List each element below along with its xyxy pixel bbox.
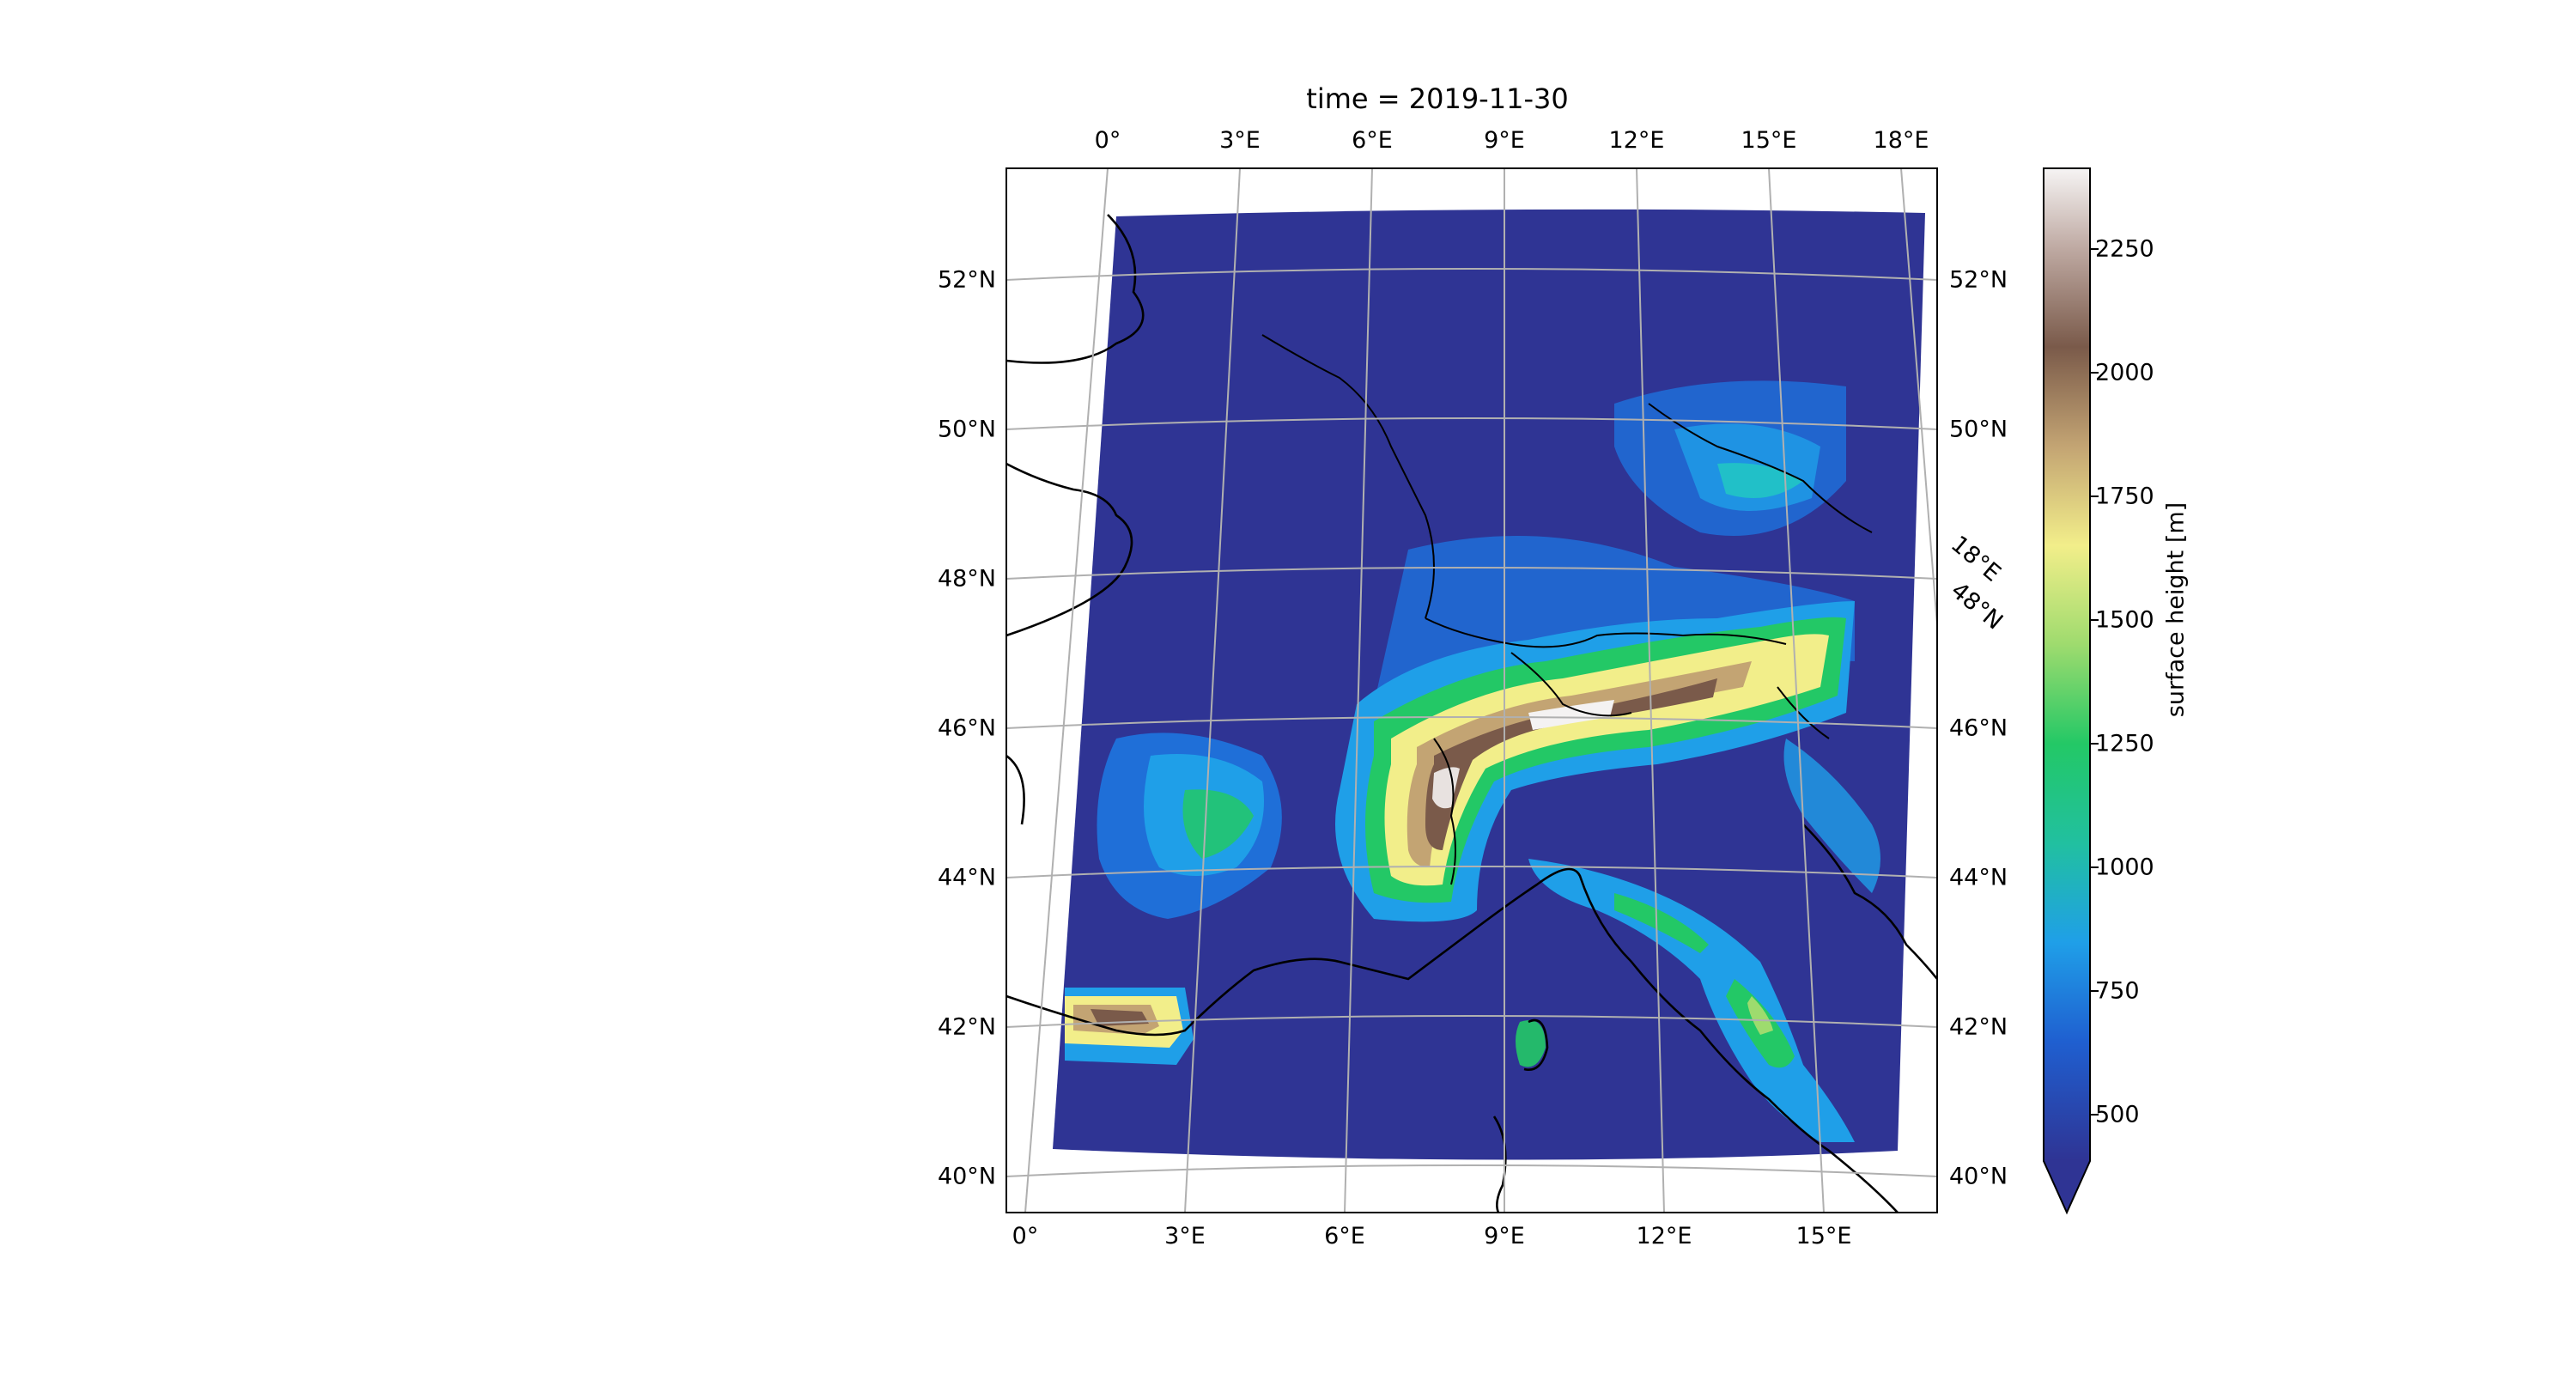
lat-tick-right: 42°N	[1949, 1013, 2008, 1041]
colorbar-tick-label: 2250	[2095, 235, 2154, 263]
lat-tick-left: 42°N	[937, 1013, 996, 1041]
lon-tick-bottom: 9°E	[1484, 1223, 1525, 1249]
lat-tick-left: 50°N	[937, 416, 996, 443]
lon-tick-top: 6°E	[1352, 127, 1393, 154]
alps	[1335, 601, 1855, 922]
plot-title: time = 2019-11-30	[1306, 82, 1569, 115]
colorbar-tick-label: 1750	[2095, 483, 2154, 510]
coastlines	[1006, 214, 1937, 1213]
colorbar-label: surface height [m]	[2162, 502, 2190, 718]
lon-tick-bottom: 6°E	[1324, 1223, 1365, 1249]
lat-tick-right: 52°N	[1949, 266, 2008, 294]
lon-tick-top: 12°E	[1608, 127, 1665, 154]
lat-tick-right: 50°N	[1949, 416, 2008, 443]
prealps-zone	[1374, 536, 1855, 704]
axes-frame	[1005, 167, 1938, 1213]
apennines	[1528, 859, 1855, 1142]
lon-tick-top: 18°E	[1873, 127, 1929, 154]
lat-tick-right: 44°N	[1949, 864, 2008, 891]
lat-tick-left: 52°N	[937, 266, 996, 294]
colorbar	[2044, 168, 2090, 1161]
colorbar-tick-label: 500	[2095, 1101, 2140, 1128]
colorbar-tick-label: 1250	[2095, 730, 2154, 757]
lat-tick-right: 40°N	[1949, 1163, 2008, 1190]
country-borders	[1261, 334, 1873, 885]
lat-tick-left: 44°N	[937, 864, 996, 891]
lat-tick-right: 46°N	[1949, 714, 2008, 742]
colorbar-tick-label: 1500	[2095, 606, 2154, 634]
lon-tick-top: 15°E	[1741, 127, 1797, 154]
graticule	[1006, 168, 1937, 1213]
lon-tick-bottom: 3°E	[1164, 1223, 1206, 1249]
colorbar-frame	[2043, 167, 2091, 1215]
dinaric-zone	[1783, 739, 1880, 893]
lon-tick-bottom: 12°E	[1636, 1223, 1692, 1249]
pyrenees	[1065, 988, 1194, 1065]
colorbar-extend-min	[2044, 1161, 2090, 1213]
lon-tick-top: 0°	[1094, 127, 1121, 154]
corsica	[1516, 1020, 1546, 1067]
colorbar-tick-label: 750	[2095, 977, 2140, 1005]
lon-tick-top: 9°E	[1484, 127, 1525, 154]
lat-tick-left: 48°N	[937, 565, 996, 593]
colorbar-tickmarks	[2090, 248, 2099, 1116]
colorbar-tick-label: 2000	[2095, 359, 2154, 386]
lat-tick-left: 40°N	[937, 1163, 996, 1190]
lon-tick-top: 3°E	[1219, 127, 1261, 154]
lon-tick-bottom: 0°	[1012, 1223, 1039, 1249]
map-content	[1006, 168, 1937, 1213]
colorbar-tick-label: 1000	[2095, 854, 2154, 881]
lon-tick-bottom: 15°E	[1795, 1223, 1852, 1249]
lat-tick-left: 46°N	[937, 714, 996, 742]
